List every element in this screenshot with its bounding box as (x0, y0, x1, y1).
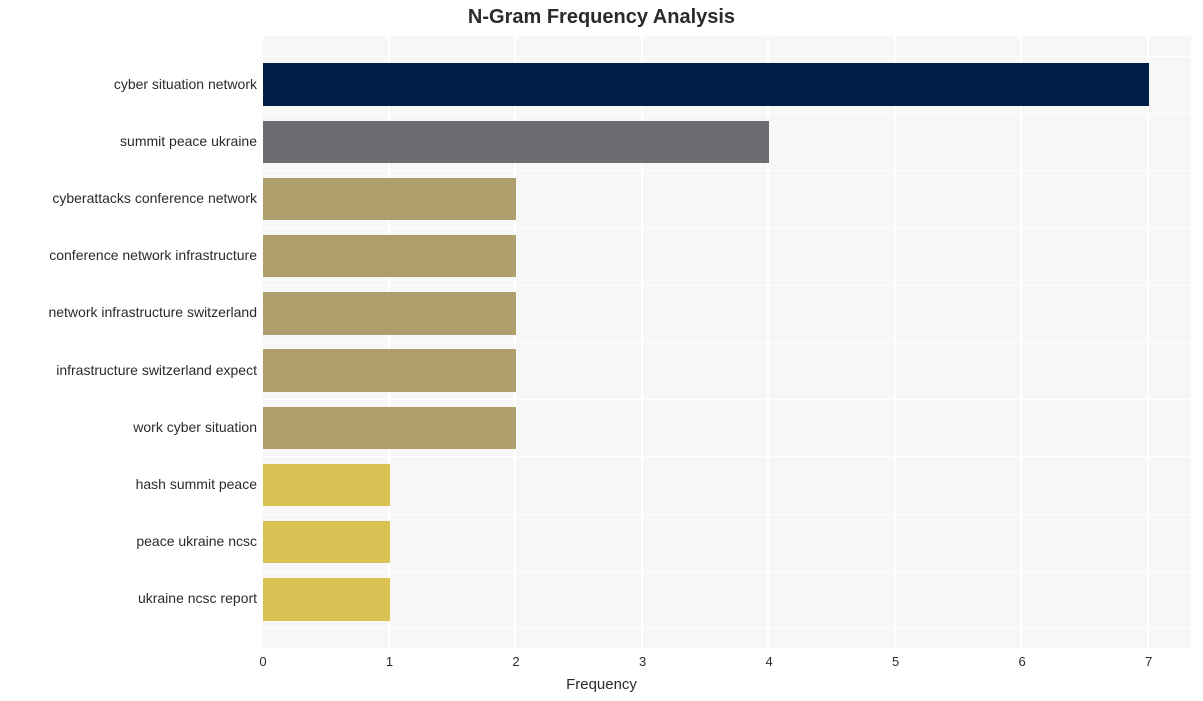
row-separator (263, 456, 1193, 457)
row-separator (263, 285, 1193, 286)
bar (263, 235, 516, 277)
x-tick-label: 0 (259, 654, 266, 669)
chart-title: N-Gram Frequency Analysis (0, 6, 1203, 29)
y-tick-label: network infrastructure switzerland (7, 304, 257, 320)
bar (263, 121, 769, 163)
bar (263, 578, 390, 620)
y-tick-label: peace ukraine ncsc (7, 533, 257, 549)
row-separator (263, 113, 1193, 114)
row-separator (263, 571, 1193, 572)
y-tick-label: hash summit peace (7, 476, 257, 492)
row-separator (263, 628, 1193, 629)
y-tick-label: ukraine ncsc report (7, 590, 257, 606)
bar (263, 464, 390, 506)
x-tick-label: 7 (1145, 654, 1152, 669)
row-separator (263, 342, 1193, 343)
row-separator (263, 56, 1193, 57)
x-tick-label: 5 (892, 654, 899, 669)
y-tick-label: cyberattacks conference network (7, 190, 257, 206)
x-tick-label: 4 (765, 654, 772, 669)
bar (263, 292, 516, 334)
x-tick-label: 2 (512, 654, 519, 669)
row-separator (263, 170, 1193, 171)
bar (263, 63, 1149, 105)
y-tick-label: cyber situation network (7, 76, 257, 92)
x-axis-label: Frequency (0, 676, 1203, 693)
row-separator (263, 514, 1193, 515)
x-tick-label: 3 (639, 654, 646, 669)
x-tick-label: 1 (386, 654, 393, 669)
y-tick-label: summit peace ukraine (7, 133, 257, 149)
y-tick-label: infrastructure switzerland expect (7, 362, 257, 378)
x-tick-label: 6 (1019, 654, 1026, 669)
bar (263, 407, 516, 449)
bar (263, 521, 390, 563)
y-tick-label: conference network infrastructure (7, 247, 257, 263)
row-separator (263, 228, 1193, 229)
y-tick-label: work cyber situation (7, 419, 257, 435)
bar (263, 349, 516, 391)
bar (263, 178, 516, 220)
row-separator (263, 399, 1193, 400)
ngram-frequency-chart: N-Gram Frequency Analysis cyber situatio… (0, 0, 1203, 701)
plot-area (263, 36, 1193, 648)
